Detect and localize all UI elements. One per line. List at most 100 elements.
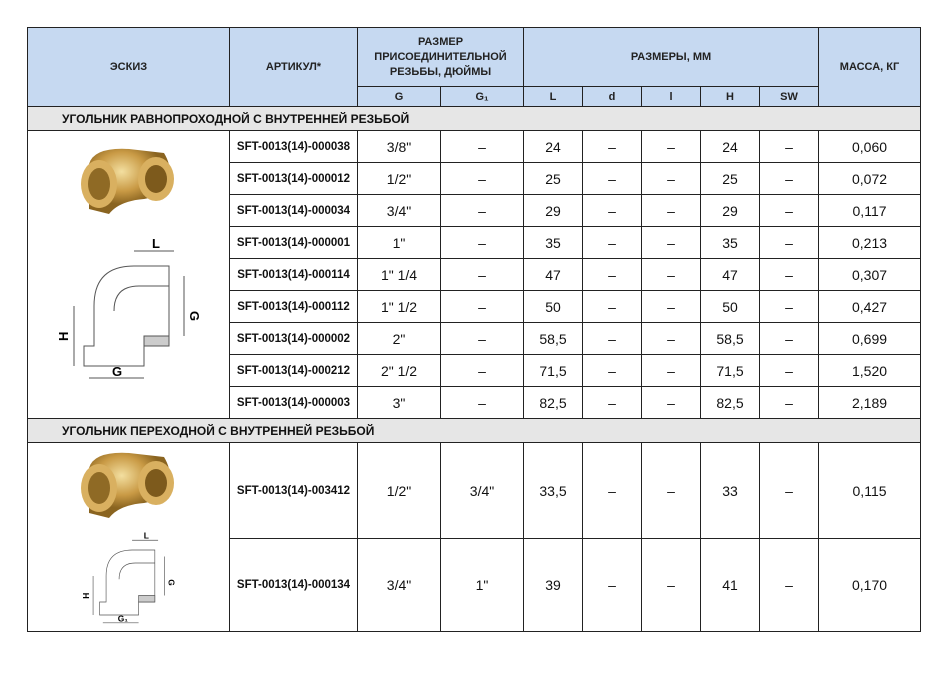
thread-g1-cell: –	[439, 322, 525, 355]
table-row: SFT-0013(14)-000002 2" –58,5– –58,5–0,699	[28, 322, 922, 355]
article-cell: SFT-0013(14)-000003	[229, 386, 358, 419]
article-cell: SFT-0013(14)-003412	[229, 442, 358, 539]
header-sketch: ЭСКИЗ	[27, 27, 230, 107]
dim-l-cell: –	[641, 130, 702, 163]
dim-SW-cell: –	[759, 322, 820, 355]
section-header: УГОЛЬНИК ПЕРЕХОДНОЙ С ВНУТРЕННЕЙ РЕЗЬБОЙ	[26, 418, 922, 443]
mass-cell: 0,115	[818, 442, 922, 539]
mass-cell: 0,117	[818, 194, 922, 227]
mass-cell: 0,307	[818, 258, 922, 291]
header-sub-1: G₁	[439, 86, 525, 107]
dim-SW-cell: –	[759, 194, 820, 227]
thread-g-cell: 3"	[357, 386, 441, 419]
article-cell: SFT-0013(14)-000012	[229, 162, 358, 195]
section-title: УГОЛЬНИК ПЕРЕХОДНОЙ С ВНУТРЕННЕЙ РЕЗЬБОЙ	[26, 418, 922, 443]
mass-cell: 0,699	[818, 322, 922, 355]
dim-d-cell: –	[582, 130, 643, 163]
dim-H-cell: 24	[700, 130, 761, 163]
dim-SW-cell: –	[759, 290, 820, 323]
diagram-label-H: H	[81, 593, 91, 599]
dim-H-cell: 35	[700, 226, 761, 259]
dim-l-cell: –	[641, 162, 702, 195]
elbow-dimension-diagram: L G H G₁	[81, 531, 176, 624]
dim-SW-cell: –	[759, 442, 820, 539]
thread-g-cell: 1"	[357, 226, 441, 259]
header-article: АРТИКУЛ*	[229, 27, 358, 107]
dim-H-cell: 47	[700, 258, 761, 291]
dim-H-cell: 71,5	[700, 354, 761, 387]
thread-g-cell: 1/2"	[357, 442, 441, 539]
sketch-cell: L G H G₁	[27, 442, 230, 632]
dim-L-cell: 24	[523, 130, 584, 163]
brass-elbow-photo	[80, 452, 174, 518]
dim-H-cell: 82,5	[700, 386, 761, 419]
mass-cell: 2,189	[818, 386, 922, 419]
dim-d-cell: –	[582, 322, 643, 355]
diagram-label-L: L	[143, 531, 148, 541]
table-row: L G H G SFT-0013(14)-000038 3/8" –24– –24–0,060	[27, 130, 922, 419]
thread-g1-cell: –	[439, 226, 525, 259]
article-cell: SFT-0013(14)-000038	[229, 130, 358, 163]
dim-L-cell: 71,5	[523, 354, 584, 387]
diagram-label-G-bottom: G	[112, 364, 122, 379]
article-cell: SFT-0013(14)-000001	[229, 226, 358, 259]
thread-g-cell: 1" 1/4	[357, 258, 441, 291]
diagram-label-L: L	[152, 236, 160, 251]
dim-L-cell: 47	[523, 258, 584, 291]
thread-g-cell: 3/4"	[357, 538, 441, 632]
dim-SW-cell: –	[759, 538, 820, 632]
table-row: SFT-0013(14)-000012 1/2" –25– –25–0,072	[28, 162, 922, 195]
thread-g1-cell: –	[439, 386, 525, 419]
dim-d-cell: –	[582, 538, 643, 632]
thread-g1-cell: –	[439, 258, 525, 291]
dim-H-cell: 50	[700, 290, 761, 323]
thread-g-cell: 2"	[357, 322, 441, 355]
section-title: УГОЛЬНИК РАВНОПРОХОДНОЙ С ВНУТРЕННЕЙ РЕЗ…	[26, 106, 922, 131]
mass-cell: 1,520	[818, 354, 922, 387]
header-thread: РАЗМЕР ПРИСОЕДИНИТЕЛЬНОЙ РЕЗЬБЫ, ДЮЙМЫ	[356, 27, 525, 87]
thread-g1-cell: 3/4"	[439, 442, 525, 539]
dim-L-cell: 39	[523, 538, 584, 632]
header-sub-4: l	[641, 86, 702, 107]
dim-SW-cell: –	[759, 354, 820, 387]
dim-l-cell: –	[641, 258, 702, 291]
dim-d-cell: –	[582, 386, 643, 419]
dim-d-cell: –	[582, 194, 643, 227]
dim-l-cell: –	[641, 322, 702, 355]
elbow-dimension-diagram: L G H G	[56, 236, 202, 379]
header-sub-5: H	[700, 86, 761, 107]
section-header: УГОЛЬНИК РАВНОПРОХОДНОЙ С ВНУТРЕННЕЙ РЕЗ…	[26, 106, 922, 131]
brass-elbow-photo	[80, 148, 174, 214]
dim-L-cell: 82,5	[523, 386, 584, 419]
mass-cell: 0,060	[818, 130, 922, 163]
dim-SW-cell: –	[759, 386, 820, 419]
dim-SW-cell: –	[759, 162, 820, 195]
diagram-label-H: H	[56, 332, 71, 341]
dim-l-cell: –	[641, 290, 702, 323]
article-cell: SFT-0013(14)-000112	[229, 290, 358, 323]
diagram-label-G: G	[187, 311, 202, 321]
table-row: SFT-0013(14)-000212 2" 1/2–71,5– –71,5–1,5…	[28, 354, 922, 387]
header-mass: МАССА, КГ	[818, 27, 922, 107]
dim-L-cell: 35	[523, 226, 584, 259]
table-row: SFT-0013(14)-000034 3/4" –29– –29–0,117	[28, 194, 922, 227]
dim-SW-cell: –	[759, 130, 820, 163]
dim-l-cell: –	[641, 354, 702, 387]
table-row: SFT-0013(14)-000114 1" 1/4–47– –47–0,307	[28, 258, 922, 291]
table-row: SFT-0013(14)-000001 1" –35– –35–0,213	[28, 226, 922, 259]
header-dims: РАЗМЕРЫ, ММ	[523, 27, 820, 87]
thread-g1-cell: 1"	[439, 538, 525, 632]
dim-d-cell: –	[582, 226, 643, 259]
header-sub-3: d	[582, 86, 643, 107]
dim-L-cell: 25	[523, 162, 584, 195]
dim-d-cell: –	[582, 354, 643, 387]
thread-g1-cell: –	[439, 194, 525, 227]
thread-g-cell: 3/4"	[357, 194, 441, 227]
sketch-cell: L G H G	[27, 130, 230, 419]
dim-L-cell: 58,5	[523, 322, 584, 355]
header-sub-0: G	[357, 86, 441, 107]
article-cell: SFT-0013(14)-000212	[229, 354, 358, 387]
article-cell: SFT-0013(14)-000034	[229, 194, 358, 227]
dim-SW-cell: –	[759, 258, 820, 291]
mass-cell: 0,213	[818, 226, 922, 259]
